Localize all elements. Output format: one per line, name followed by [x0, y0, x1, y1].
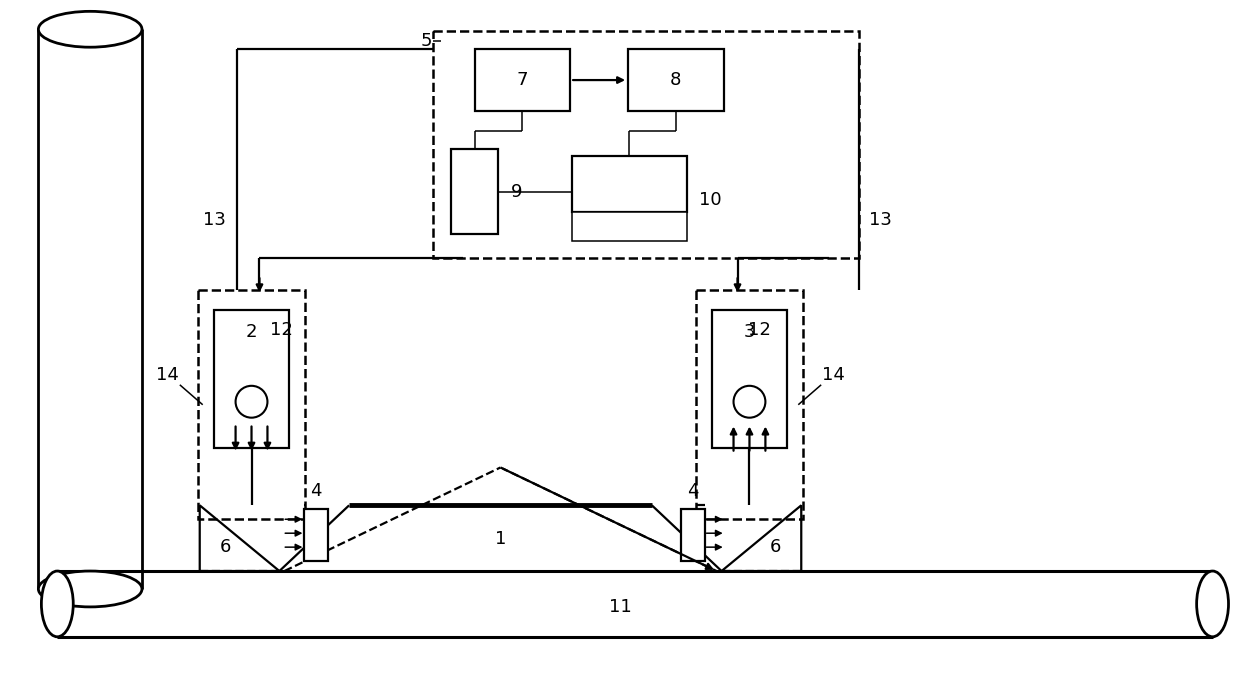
Ellipse shape — [734, 386, 765, 418]
Text: 14: 14 — [822, 366, 844, 384]
Bar — [450, 149, 498, 234]
Text: 10: 10 — [698, 191, 722, 208]
Bar — [213, 310, 289, 447]
Text: 1: 1 — [495, 530, 506, 548]
Ellipse shape — [41, 571, 73, 637]
Text: 13: 13 — [869, 211, 893, 230]
Ellipse shape — [1197, 571, 1229, 637]
Ellipse shape — [38, 571, 141, 607]
Bar — [572, 155, 687, 212]
Text: 3: 3 — [744, 323, 755, 341]
Bar — [433, 31, 859, 258]
Text: 6: 6 — [770, 538, 781, 556]
Text: 7: 7 — [517, 71, 528, 89]
Text: 4: 4 — [310, 482, 322, 500]
Bar — [475, 49, 570, 111]
Text: 4: 4 — [687, 482, 698, 500]
Text: 12: 12 — [270, 321, 293, 339]
Bar — [712, 310, 787, 447]
Text: 2: 2 — [246, 323, 257, 341]
Text: 9: 9 — [511, 183, 522, 200]
Bar — [696, 290, 804, 519]
Text: 5: 5 — [422, 32, 433, 50]
Text: 12: 12 — [748, 321, 771, 339]
Bar — [304, 509, 329, 561]
Ellipse shape — [38, 12, 141, 48]
Bar — [681, 509, 704, 561]
Text: 11: 11 — [609, 598, 631, 616]
Text: 14: 14 — [156, 366, 180, 384]
Ellipse shape — [236, 386, 268, 418]
Bar — [627, 49, 724, 111]
Bar — [572, 212, 687, 242]
Bar — [197, 290, 305, 519]
Text: 6: 6 — [219, 538, 232, 556]
Text: 8: 8 — [670, 71, 682, 89]
Text: 13: 13 — [203, 211, 226, 230]
